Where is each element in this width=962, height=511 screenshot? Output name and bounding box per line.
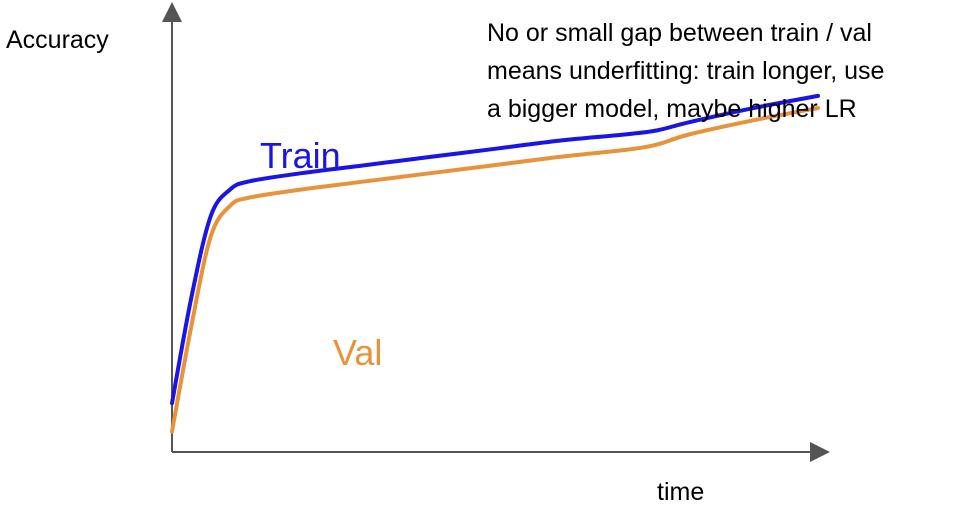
y-axis-label: Accuracy	[6, 26, 109, 54]
annotation-line-2: means underfitting: train longer, use	[487, 57, 885, 85]
annotation: No or small gap between train / val mean…	[487, 14, 957, 128]
x-axis-label: time	[657, 478, 705, 506]
series-label-train: Train	[260, 135, 341, 176]
series-line-val	[170, 106, 820, 434]
annotation-line-1: No or small gap between train / val	[487, 19, 872, 47]
annotation-line-3: a bigger model, maybe higher LR	[487, 95, 857, 123]
series-label-val: Val	[333, 332, 383, 373]
series-line-train	[170, 93, 820, 406]
